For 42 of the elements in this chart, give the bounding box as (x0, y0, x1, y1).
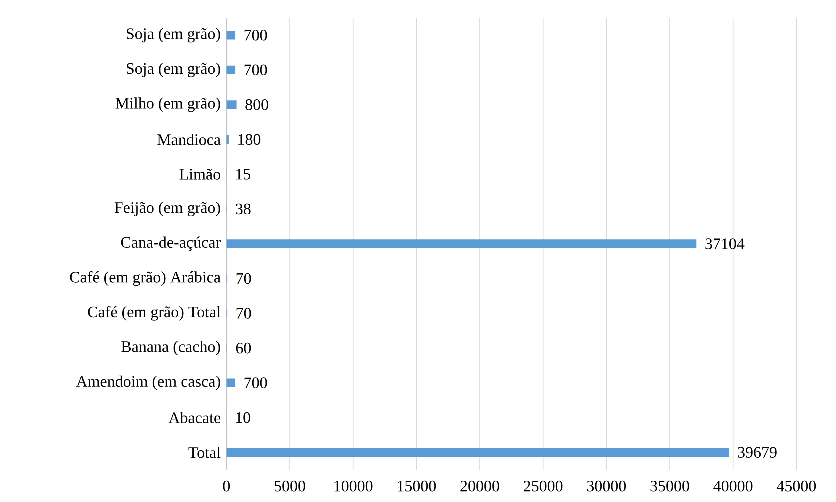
y-tick-label: Milho (em grão) (116, 98, 220, 112)
y-tick-label: Banana (cacho) (122, 341, 220, 356)
data-label: 70 (236, 273, 252, 284)
x-tick-label: 5000 (274, 480, 306, 492)
bar (226, 378, 236, 388)
data-label: 38 (236, 204, 251, 215)
x-tick-label: 30000 (587, 480, 626, 492)
data-label: 15 (236, 169, 251, 180)
data-label: 60 (236, 342, 252, 354)
bar (226, 240, 697, 248)
data-label: 10 (236, 412, 250, 424)
y-tick-label: Soja (em grão) (127, 28, 220, 43)
y-tick-label: Limão (180, 169, 220, 180)
y-tick-label: Abacate (168, 412, 221, 424)
data-label: 39679 (738, 447, 777, 458)
data-label: 700 (244, 30, 268, 41)
y-tick-label: Feijão (em grão) (114, 202, 220, 216)
y-tick-label: Mandioca (158, 134, 221, 146)
bar (226, 100, 237, 110)
x-tick-label: 20000 (460, 480, 500, 492)
y-tick-label: Amendoim (em casca) (76, 376, 220, 390)
x-tick-label: 15000 (398, 480, 436, 492)
x-tick-label: 45000 (776, 480, 816, 492)
y-tick-label: Total (188, 446, 221, 458)
bar (226, 66, 236, 74)
x-tick-label: 0 (223, 480, 230, 492)
y-tick-label: Café (em grão) Arábica (70, 271, 221, 286)
data-label: 700 (244, 378, 268, 388)
data-label: 70 (236, 308, 252, 319)
bar (226, 448, 730, 457)
x-tick-label: 25000 (524, 480, 563, 492)
bar (226, 31, 236, 40)
data-label: 37104 (706, 238, 745, 250)
y-tick-label: Café (em grão) Total (88, 306, 221, 321)
y-tick-label: Cana-de-açúcar (121, 236, 221, 252)
data-label: 800 (246, 100, 268, 110)
data-label: 700 (244, 64, 268, 76)
x-tick-label: 10000 (334, 480, 373, 492)
x-tick-label: 40000 (714, 480, 753, 492)
x-tick-label: 35000 (650, 480, 690, 492)
data-label: 180 (238, 134, 261, 146)
y-tick-label: Soja (em grão) (127, 62, 220, 78)
